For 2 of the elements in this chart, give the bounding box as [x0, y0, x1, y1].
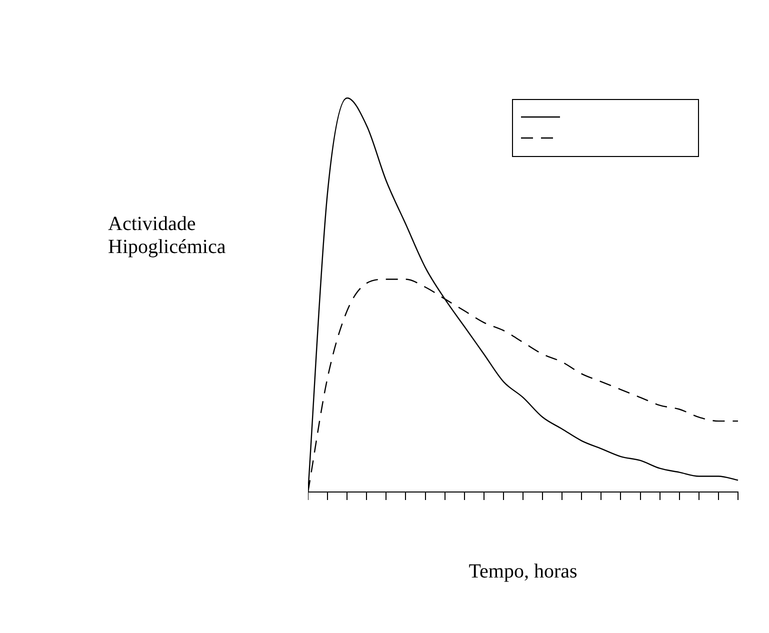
- x-axis-title: Tempo, horas: [468, 560, 578, 582]
- y-axis-title: Actividade Hipoglicémica: [107, 212, 227, 259]
